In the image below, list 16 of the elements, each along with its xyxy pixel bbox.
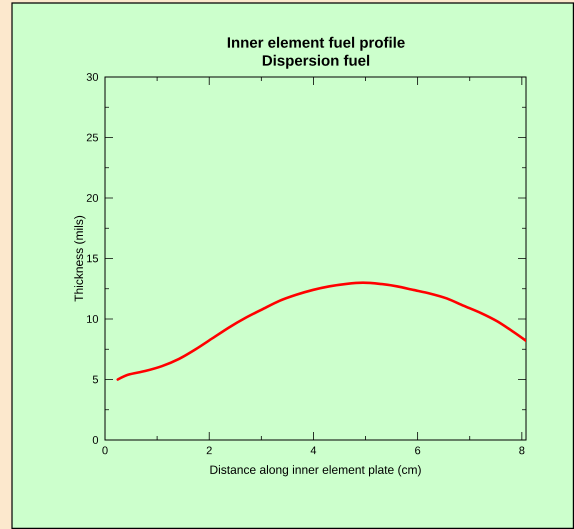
x-tick-label: 0 [102,446,108,454]
y-tick-label: 20 [86,194,98,202]
y-tick-label: 10 [87,315,98,323]
y-tick-label: 0 [92,436,98,444]
x-axis-title: Distance along inner element plate (cm) [210,465,421,476]
y-axis-title: Thickness (mils) [74,216,86,302]
y-tick-label: 15 [87,254,98,262]
y-tick-label: 25 [86,134,98,142]
x-tick-label: 4 [310,446,316,454]
line-series [116,281,526,381]
y-tick-label: 30 [86,73,98,81]
x-tick-label: 8 [519,446,524,454]
x-tick-label: 6 [415,446,420,454]
y-tick-label: 5 [92,376,98,384]
chart-title: Inner element fuel profile Dispersion fuel [228,36,405,69]
x-tick-label: 2 [206,446,212,454]
